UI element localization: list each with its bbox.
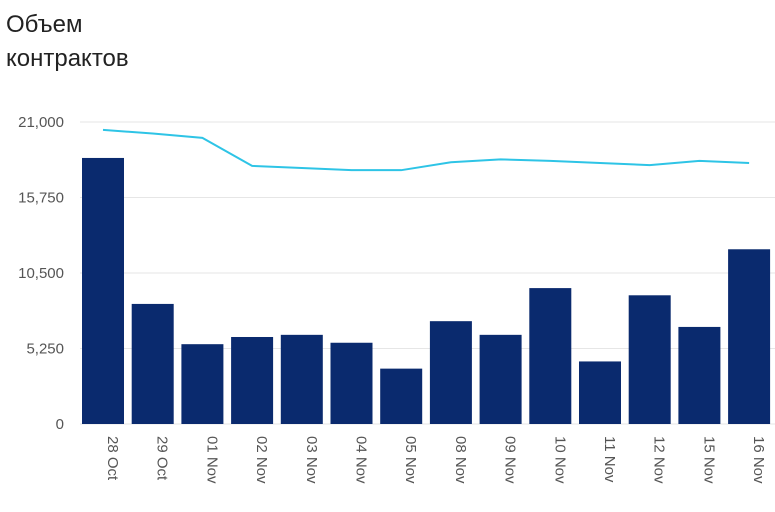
x-tick-label: 02 Nov (253, 436, 270, 484)
bar (280, 334, 323, 424)
bar (678, 326, 721, 424)
bar (579, 361, 621, 424)
y-tick-label: 21,000 (18, 114, 64, 131)
chart-title-line1: Объем (6, 11, 83, 38)
y-tick-label: 0 (56, 416, 64, 433)
bar (628, 295, 671, 424)
x-tick-label: 05 Nov (402, 436, 419, 484)
x-tick-label: 10 Nov (551, 436, 568, 484)
x-tick-label: 08 Nov (452, 436, 469, 484)
x-tick-label: 16 Nov (750, 436, 767, 484)
bar (82, 157, 124, 424)
x-tick-label: 04 Nov (353, 436, 370, 484)
bar (728, 249, 771, 424)
x-tick-label: 01 Nov (203, 436, 220, 484)
bar (231, 336, 274, 424)
bar (181, 344, 224, 424)
chart-title-line2: контрактов (6, 45, 129, 72)
chart-title: Объем контрактов (6, 8, 129, 76)
x-tick-label: 03 Nov (303, 436, 320, 484)
y-tick-label: 5,250 (26, 341, 64, 358)
line-series (102, 128, 750, 172)
bar (529, 288, 572, 424)
bar (330, 342, 373, 424)
bar (429, 321, 472, 424)
y-tick-label: 15,750 (18, 190, 64, 207)
x-tick-label: 29 Oct (154, 436, 171, 481)
y-tick-label: 10,500 (18, 265, 64, 282)
x-tick-label: 11 Nov (601, 436, 618, 483)
x-tick-label: 15 Nov (700, 436, 717, 484)
bar (479, 334, 522, 424)
bar (380, 368, 423, 424)
x-tick-label: 09 Nov (502, 436, 519, 484)
bar (131, 303, 174, 424)
x-tick-label: 12 Nov (651, 436, 668, 484)
x-tick-label: 28 Oct (104, 436, 121, 481)
